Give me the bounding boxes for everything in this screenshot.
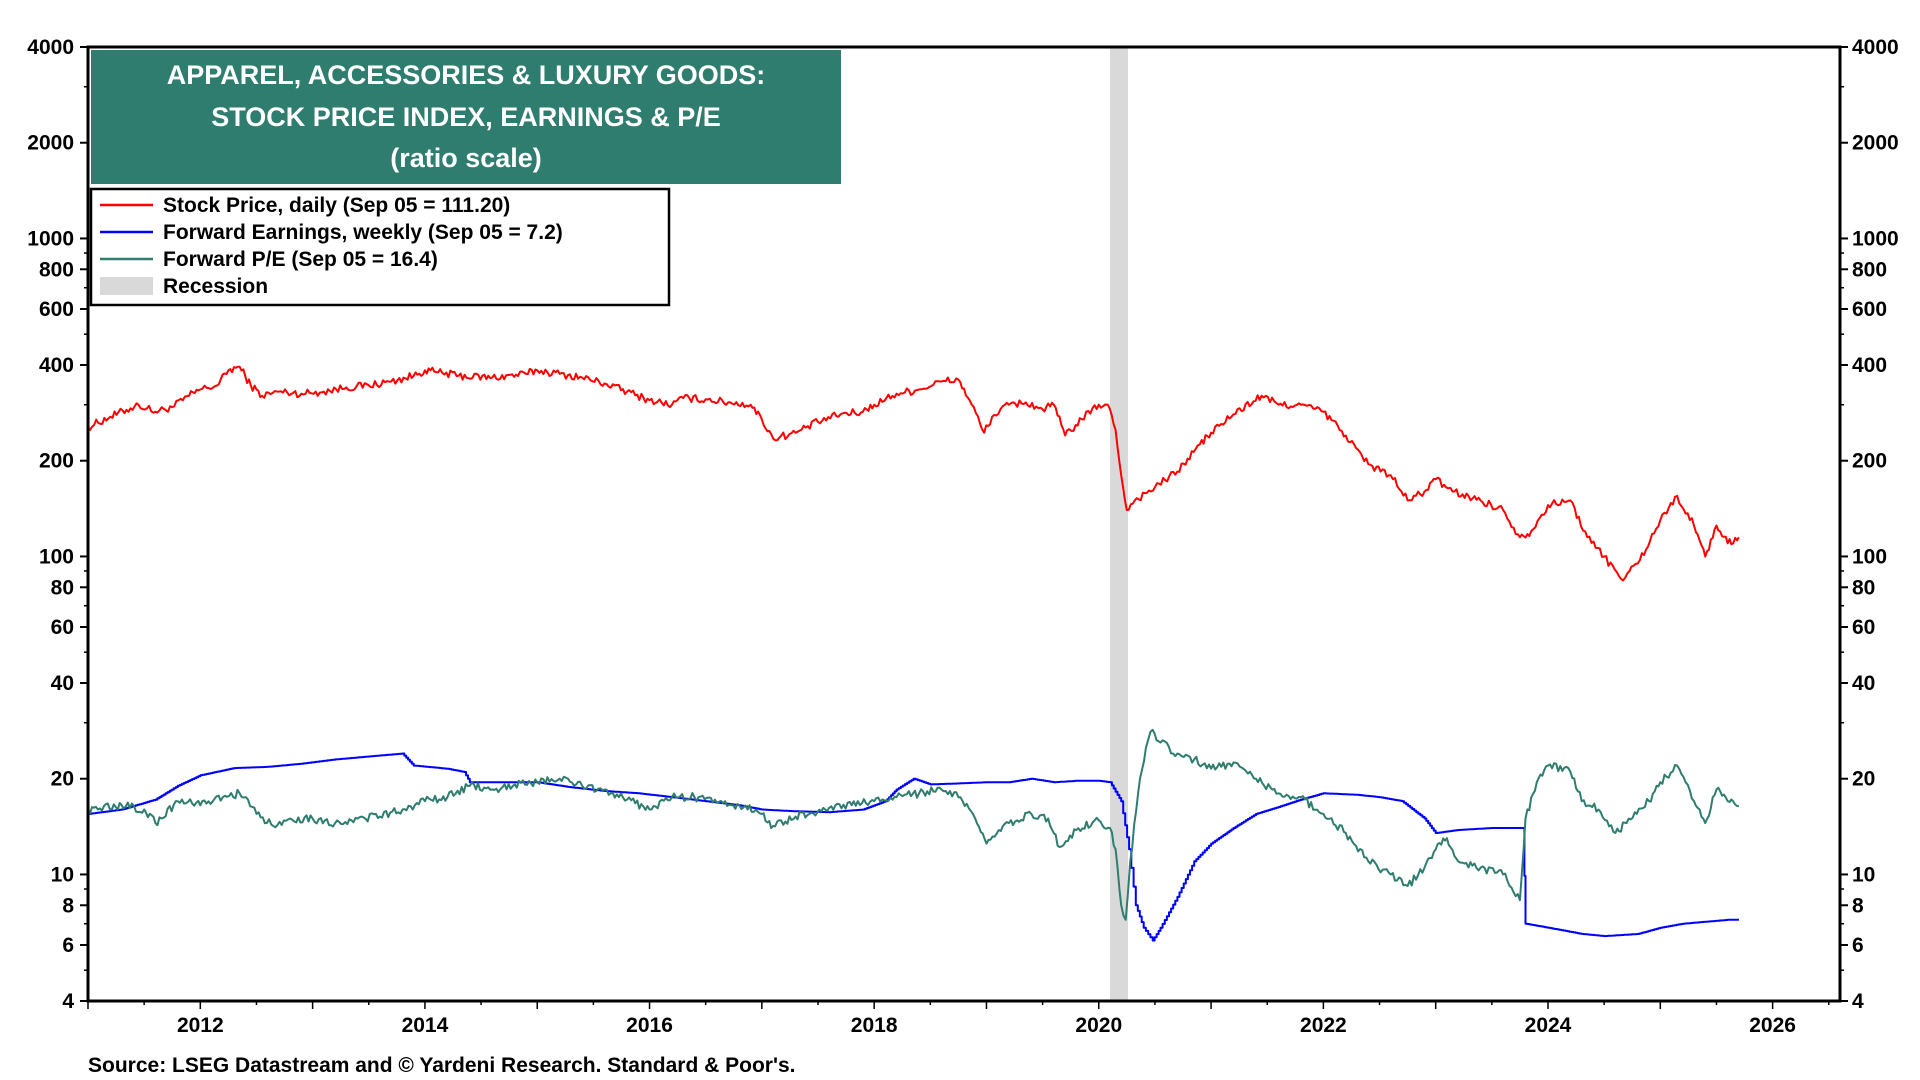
y-tick-label-right: 800 [1852,258,1887,281]
recession-band [1110,47,1128,1001]
y-tick-label-left: 20 [51,768,74,791]
y-tick-label-left: 40 [51,672,74,695]
plot-frame [86,45,1842,1003]
y-tick-label-right: 40 [1852,672,1875,695]
series-line-forward-pe [87,728,1739,921]
y-tick-label-left: 200 [39,450,74,473]
y-tick-label-right: 100 [1852,545,1887,568]
y-tick-label-right: 6 [1852,934,1864,957]
y-tick-label-right: 80 [1852,576,1875,599]
y-tick-label-right: 4000 [1852,36,1899,59]
legend-label-stock-price: Stock Price, daily (Sep 05 = 111.20) [163,194,510,217]
y-tick-label-left: 2000 [27,132,74,155]
y-tick-label-left: 600 [39,298,74,321]
y-tick-label-left: 4 [62,990,74,1013]
y-tick-label-left: 60 [51,616,74,639]
y-tick-label-right: 400 [1852,354,1887,377]
x-tick-label: 2016 [626,1014,673,1037]
x-tick-label: 2026 [1749,1014,1796,1037]
y-tick-label-right: 200 [1852,450,1887,473]
series-line-stock-price [87,365,1740,582]
source-note: Source: LSEG Datastream and © Yardeni Re… [88,1054,795,1077]
legend: Stock Price, daily (Sep 05 = 111.20) For… [89,187,671,307]
x-tick-label: 2014 [402,1014,449,1037]
y-tick-label-right: 10 [1852,863,1875,886]
y-tick-label-right: 600 [1852,298,1887,321]
y-tick-label-left: 1000 [27,227,74,250]
y-tick-label-left: 4000 [27,36,74,59]
legend-label-recession: Recession [163,275,268,298]
y-tick-label-left: 400 [39,354,74,377]
x-tick-label: 2018 [851,1014,898,1037]
y-tick-label-right: 4 [1852,990,1864,1013]
y-tick-label-left: 8 [62,894,74,917]
legend-label-forward-pe: Forward P/E (Sep 05 = 16.4) [163,248,438,271]
y-tick-label-right: 60 [1852,616,1875,639]
chart-title-line-1: APPAREL, ACCESSORIES & LUXURY GOODS: [167,60,766,90]
legend-swatch-recession [100,277,153,295]
chart-title-box: APPAREL, ACCESSORIES & LUXURY GOODS: STO… [91,50,841,184]
y-tick-label-right: 8 [1852,894,1864,917]
x-tick-label: 2012 [177,1014,224,1037]
legend-box [89,187,671,307]
chart-title-line-2: STOCK PRICE INDEX, EARNINGS & P/E [211,102,721,132]
series-layer [87,365,1740,942]
y-tick-label-left: 10 [51,863,74,886]
x-tick-label: 2022 [1300,1014,1347,1037]
y-tick-label-left: 800 [39,258,74,281]
series-line-forward-earnings [88,752,1739,942]
y-tick-label-right: 1000 [1852,227,1899,250]
title-background [91,50,841,184]
y-tick-label-left: 80 [51,576,74,599]
y-tick-label-left: 6 [62,934,74,957]
legend-label-forward-earnings: Forward Earnings, weekly (Sep 05 = 7.2) [163,221,563,244]
y-tick-label-left: 100 [39,545,74,568]
chart-title-line-3: (ratio scale) [390,143,542,173]
x-tick-label: 2020 [1075,1014,1122,1037]
y-tick-label-right: 20 [1852,768,1875,791]
x-tick-label: 2024 [1525,1014,1572,1037]
recession-layer [1110,47,1128,1001]
y-tick-label-right: 2000 [1852,132,1899,155]
